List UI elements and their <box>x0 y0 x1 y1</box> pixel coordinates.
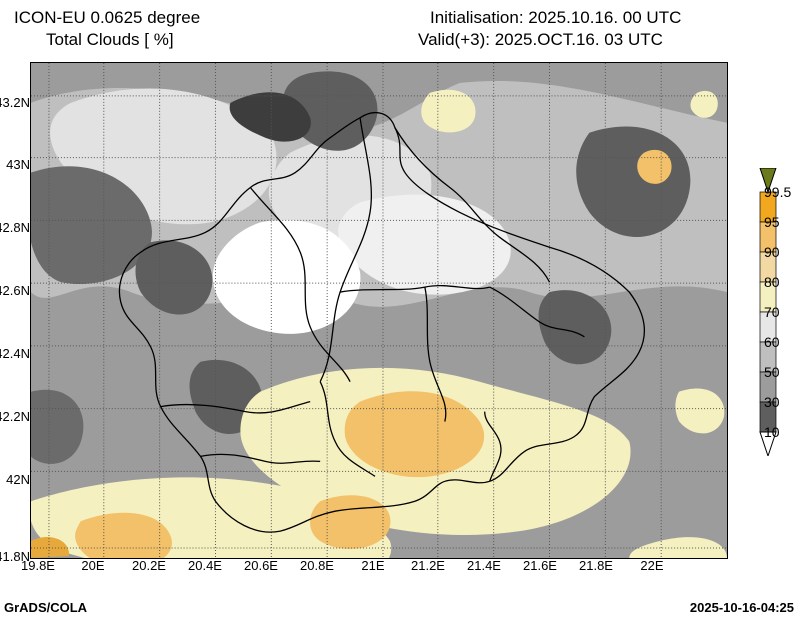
xtick-1: 20E <box>73 558 113 573</box>
source-watermark: GrADS/COLA <box>4 600 87 615</box>
colorbar-label-5: 60 <box>764 334 780 350</box>
generation-timestamp: 2025-10-16-04:25 <box>690 600 794 615</box>
xtick-0: 19.8E <box>18 558 58 573</box>
variable-title: Total Clouds [ %] <box>46 30 174 50</box>
ytick-6: 42N <box>0 472 30 487</box>
colorbar-label-1: 95 <box>764 214 780 230</box>
weather-map-app: ICON-EU 0.0625 degree Total Clouds [ %] … <box>0 0 800 618</box>
cloud-cover-colorbar-legend[interactable]: 99.5 95 90 80 70 60 50 30 10 <box>738 168 798 456</box>
colorbar-label-4: 70 <box>764 304 780 320</box>
xtick-4: 20.6E <box>241 558 281 573</box>
xtick-9: 21.6E <box>520 558 560 573</box>
model-title: ICON-EU 0.0625 degree <box>14 8 200 28</box>
ytick-3: 42.6N <box>0 283 30 298</box>
xtick-2: 20.2E <box>129 558 169 573</box>
ytick-5: 42.2N <box>0 409 30 424</box>
colorbar-label-3: 80 <box>764 274 780 290</box>
colorbar-label-7: 30 <box>764 394 780 410</box>
colorbar-label-2: 90 <box>764 244 780 260</box>
xtick-3: 20.4E <box>185 558 225 573</box>
colorbar-label-8: 10 <box>764 424 780 440</box>
colorbar-label-6: 50 <box>764 364 780 380</box>
valid-time-label: Valid(+3): 2025.OCT.16. 03 UTC <box>418 30 663 50</box>
ytick-4: 42.4N <box>0 346 30 361</box>
colorbar-label-0: 99.5 <box>764 184 791 200</box>
xtick-5: 20.8E <box>297 558 337 573</box>
xtick-6: 21E <box>353 558 393 573</box>
xtick-7: 21.2E <box>408 558 448 573</box>
xtick-11: 22E <box>632 558 672 573</box>
ytick-1: 43N <box>0 157 30 172</box>
xtick-8: 21.4E <box>464 558 504 573</box>
cloud-cover-map[interactable] <box>30 62 728 559</box>
initialisation-label: Initialisation: 2025.10.16. 00 UTC <box>430 8 681 28</box>
ytick-2: 42.8N <box>0 220 30 235</box>
xtick-10: 21.8E <box>576 558 616 573</box>
ytick-0: 43.2N <box>0 95 30 110</box>
